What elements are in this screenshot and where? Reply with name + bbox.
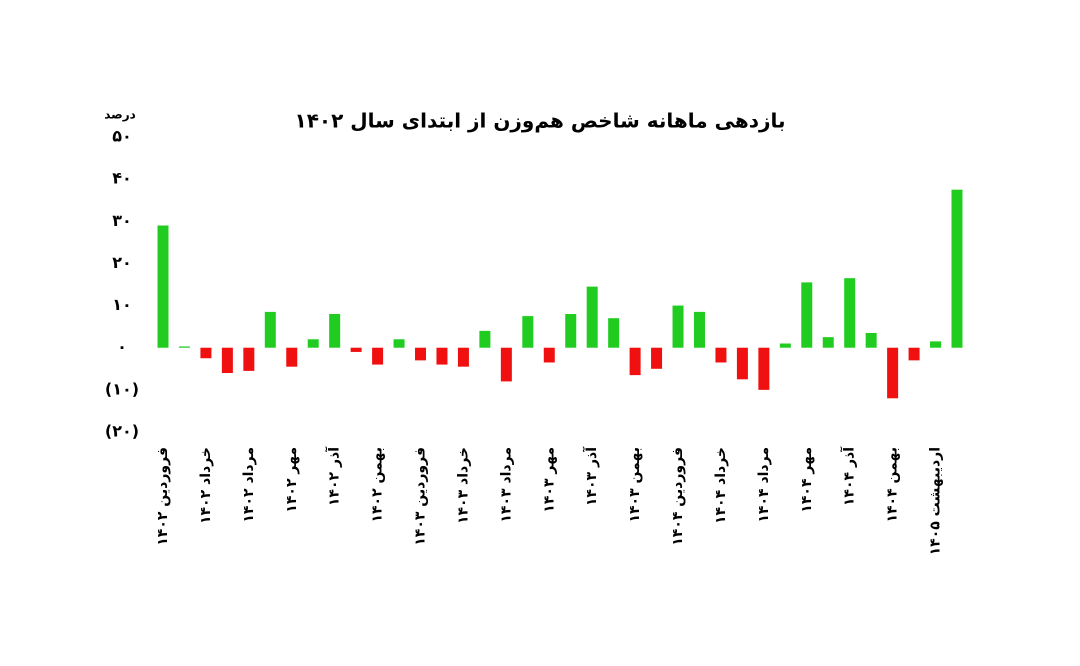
bar [801,282,813,348]
bar [243,347,255,371]
bar [651,347,663,369]
bar [736,347,748,380]
y-tick-label: ۱۰ [112,295,132,314]
bar [329,314,341,348]
y-tick-label: ۲۰ [112,253,132,272]
bar [715,347,727,363]
bar [393,339,405,348]
bar [264,311,276,348]
bar [844,278,856,348]
bar [157,225,169,348]
bar [629,347,641,376]
bar [178,346,190,348]
x-tick-label: مهر ۱۴۰۴ [799,447,815,513]
x-tick-label: خرداد ۱۴۰۴ [713,447,729,524]
bar [221,347,233,373]
x-tick-label: خرداد ۱۴۰۲ [198,447,214,524]
bar [200,347,212,359]
bar [930,341,942,348]
y-axis-label: درصد [104,108,136,122]
x-tick-label: آذر ۱۴۰۲ [325,446,343,506]
bar [307,339,319,348]
x-tick-label: اردیبهشت ۱۴۰۵ [928,447,944,555]
x-tick-label: مرداد ۱۴۰۳ [498,447,514,523]
bar [908,347,920,361]
x-tick-label: فروردین ۱۴۰۴ [670,447,686,546]
x-tick-label: آذر ۱۴۰۴ [840,446,858,506]
bar [951,189,963,348]
x-tick-label: فروردین ۱۴۰۳ [413,447,429,546]
bar [372,347,384,365]
x-tick-label: مرداد ۱۴۰۴ [756,447,772,523]
bar [693,311,705,348]
bar [586,286,598,348]
y-tick-label: ۰ [117,337,127,356]
y-tick-label: ۴۰ [112,169,132,188]
bar [436,347,448,365]
y-tick-label: ۳۰ [112,211,132,230]
bar [286,347,298,367]
y-tick-label: ۵۰ [112,127,132,146]
bar [865,332,877,348]
bar [565,314,577,348]
chart-title: بازدهی ماهانه شاخص هم‌وزن از ابتدای سال … [295,109,786,133]
y-tick-label: (۱۰) [105,379,139,398]
bar [822,337,834,348]
y-tick-label: (۲۰) [105,422,139,441]
x-tick-label: آذر ۱۴۰۳ [582,446,600,506]
x-tick-label: بهمن ۱۴۰۲ [370,447,386,523]
bar [887,347,899,399]
bar [758,347,770,390]
bar [779,343,791,348]
bar [457,347,469,367]
bar [543,347,555,363]
bar [350,347,362,352]
x-tick-label: خرداد ۱۴۰۳ [455,447,471,524]
x-tick-label: فروردین ۱۴۰۲ [155,447,171,546]
bar [672,305,684,348]
x-tick-label: مهر ۱۴۰۲ [284,447,300,513]
bar [479,330,491,348]
bar [608,318,620,348]
bar [522,316,534,348]
x-tick-label: مهر ۱۴۰۳ [541,447,557,513]
x-tick-label: بهمن ۱۴۰۳ [627,447,643,523]
bar [500,347,512,382]
bar [415,347,427,361]
x-tick-label: مرداد ۱۴۰۲ [241,447,257,523]
x-tick-label: بهمن ۱۴۰۴ [885,447,901,523]
